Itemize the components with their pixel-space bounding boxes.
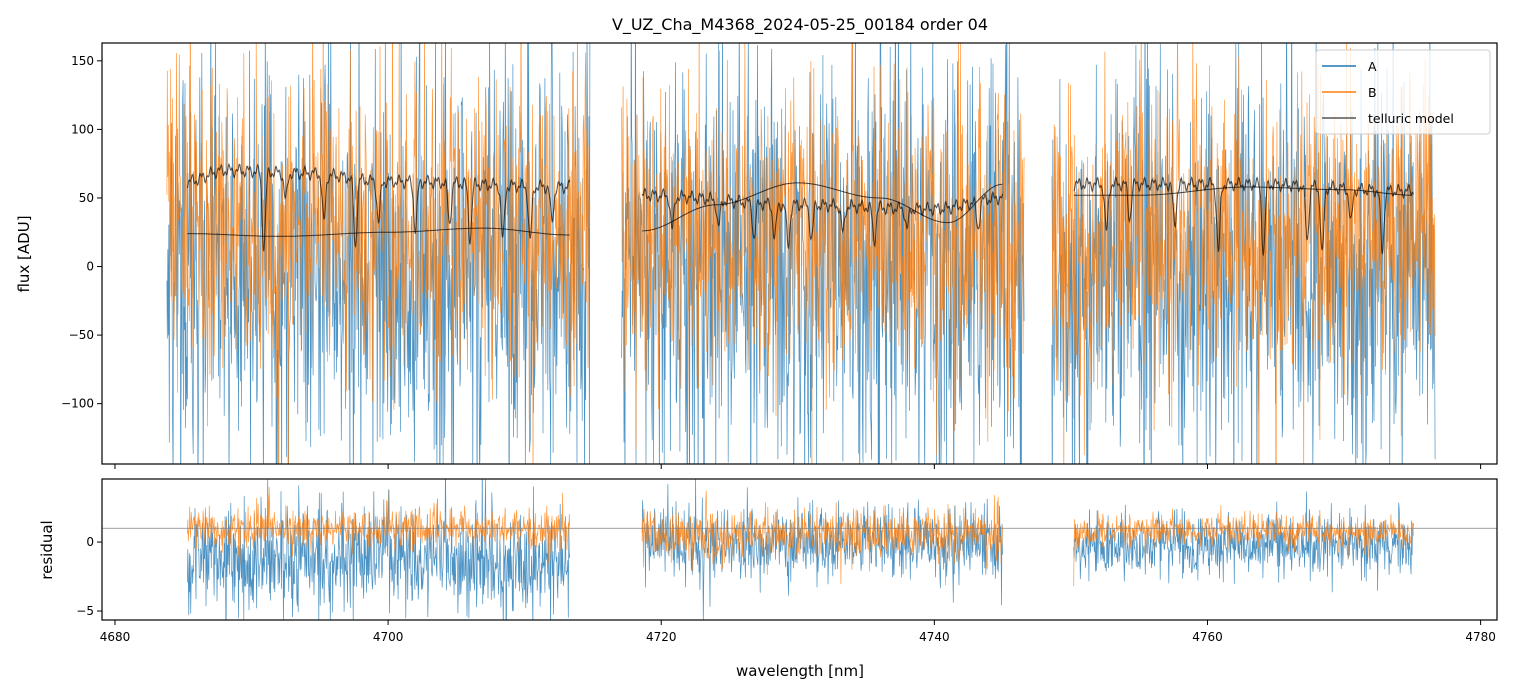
x-tick-label: 4680 [100,630,131,644]
top-y-tick-label: −50 [69,328,94,342]
top-y-tick-label: 100 [71,122,94,136]
legend: A B telluric model [1315,49,1491,135]
legend-label-b: B [1368,85,1377,100]
series-a-segment-3 [1051,43,1436,464]
residual-a-segment-1 [187,479,571,620]
x-tick-label: 4780 [1465,630,1496,644]
x-tick-label: 4700 [373,630,404,644]
residual-plot-area [102,479,1497,620]
top-y-axis-label: flux [ADU] [15,215,33,292]
top-y-tick-label: 0 [86,260,94,274]
series-b-segment-2 [621,43,1025,464]
x-tick-label: 4760 [1192,630,1223,644]
residual-y-tick-label: 0 [86,535,94,549]
top-y-tick-label: −100 [61,397,94,411]
top-y-tick-label: 50 [79,191,94,205]
top-plot-area [166,43,1436,464]
legend-label-telluric: telluric model [1368,111,1454,126]
continuum-segment-3 [1073,186,1413,196]
x-tick-label: 4720 [646,630,677,644]
top-axes-frame [101,42,1498,465]
residual-b-segment-2 [641,490,1003,586]
residual-a-segment-3 [1073,491,1414,593]
chart-title: V_UZ_Cha_M4368_2024-05-25_00184 order 04 [612,15,988,35]
legend-label-a: A [1368,59,1377,74]
residual-b-segment-3 [1073,505,1414,587]
x-axis-label: wavelength [nm] [736,662,864,680]
residual-axes-frame [101,478,1498,621]
axes-ticks: 4680 4700 4720 4740 4760 4780−100−50050100150… [61,54,1496,644]
series-a-segment-1 [166,43,591,464]
top-y-tick-label: 150 [71,54,94,68]
legend-box [1315,49,1491,135]
telluric-model-segment-1 [186,162,571,252]
telluric-model-segment-2 [641,187,1004,250]
residual-b-segment-1 [187,486,571,565]
continuum-segment-1 [187,227,570,237]
telluric-model-segment-3 [1073,176,1414,256]
residual-y-tick-label: −5 [76,604,94,618]
residual-y-axis-label: residual [38,520,56,579]
continuum-segment-2 [642,182,1003,232]
residual-a-segment-2 [641,479,1003,620]
x-tick-label: 4740 [919,630,950,644]
series-b-segment-1 [166,43,591,464]
series-a-segment-2 [621,43,1025,464]
